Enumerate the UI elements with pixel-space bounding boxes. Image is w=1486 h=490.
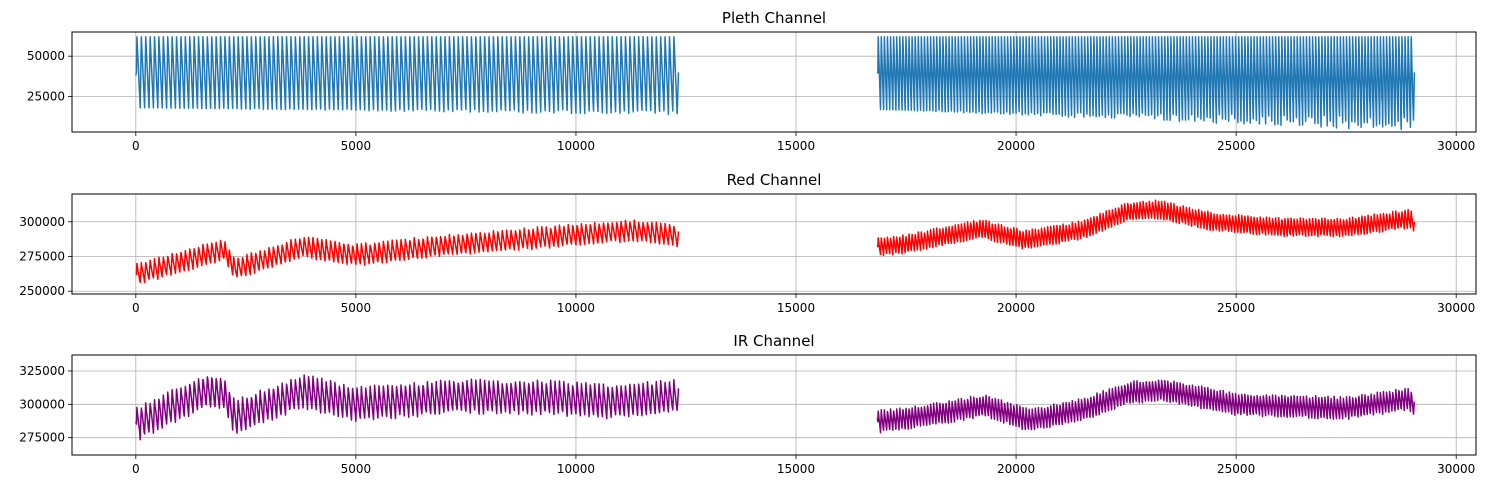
x-tick-label: 0 [132, 139, 140, 153]
x-tick-label: 10000 [557, 139, 595, 153]
grid-red [72, 194, 1476, 294]
x-tick-label: 5000 [341, 139, 372, 153]
x-tick-label: 25000 [1217, 139, 1255, 153]
axes-frame-red [71, 193, 1477, 295]
series-line-pleth-segment-2 [876, 36, 1416, 131]
x-tick-label: 15000 [777, 462, 815, 476]
panel-title-ir: IR Channel [733, 332, 814, 350]
x-tick-label: 15000 [777, 301, 815, 315]
series-line-ir-segment-1 [135, 374, 680, 441]
x-tick-label: 30000 [1437, 462, 1475, 476]
x-tick-label: 10000 [557, 301, 595, 315]
ticks-pleth: 0 5000 10000 15000 20000 25000 30000 25000 50000 [27, 49, 1475, 153]
y-tick-label: 50000 [27, 49, 65, 63]
panel-pleth: Pleth Channel 0 5000 10000 15000 20000 25000 3… [27, 9, 1477, 153]
series-line-pleth-segment-1 [135, 36, 680, 116]
panel-red: Red Channel 0 5000 10000 15000 20000 25000 300… [19, 171, 1477, 315]
series-ir [135, 374, 1416, 441]
y-tick-label: 250000 [19, 284, 65, 298]
series-line-red-segment-2 [876, 199, 1416, 257]
x-tick-label: 25000 [1217, 462, 1255, 476]
ticks-ir: 0 5000 10000 15000 20000 25000 30000 275000 3000… [19, 364, 1475, 476]
x-tick-label: 10000 [557, 462, 595, 476]
y-tick-label: 300000 [19, 397, 65, 411]
y-tick-label: 325000 [19, 364, 65, 378]
x-tick-label: 0 [132, 462, 140, 476]
x-tick-label: 25000 [1217, 301, 1255, 315]
x-tick-label: 30000 [1437, 301, 1475, 315]
axes-frame-ir [71, 354, 1477, 456]
y-tick-label: 275000 [19, 431, 65, 445]
panel-ir: IR Channel 0 5000 10000 15000 20000 25000 3000… [19, 332, 1477, 476]
x-tick-label: 15000 [777, 139, 815, 153]
panel-title-pleth: Pleth Channel [722, 9, 826, 27]
y-tick-label: 25000 [27, 90, 65, 104]
x-tick-label: 0 [132, 301, 140, 315]
ticks-red: 0 5000 10000 15000 20000 25000 30000 250000 2750… [19, 215, 1475, 315]
x-tick-label: 30000 [1437, 139, 1475, 153]
series-pleth [135, 36, 1416, 131]
x-tick-label: 20000 [997, 462, 1035, 476]
y-tick-label: 300000 [19, 215, 65, 229]
x-tick-label: 5000 [341, 462, 372, 476]
x-tick-label: 5000 [341, 301, 372, 315]
axes-frame-pleth [71, 31, 1477, 133]
panel-title-red: Red Channel [727, 171, 822, 189]
series-red [135, 199, 1416, 284]
x-tick-label: 20000 [997, 139, 1035, 153]
series-line-ir-segment-2 [876, 379, 1416, 434]
x-tick-label: 20000 [997, 301, 1035, 315]
y-tick-label: 275000 [19, 250, 65, 264]
series-line-red-segment-1 [135, 219, 680, 284]
